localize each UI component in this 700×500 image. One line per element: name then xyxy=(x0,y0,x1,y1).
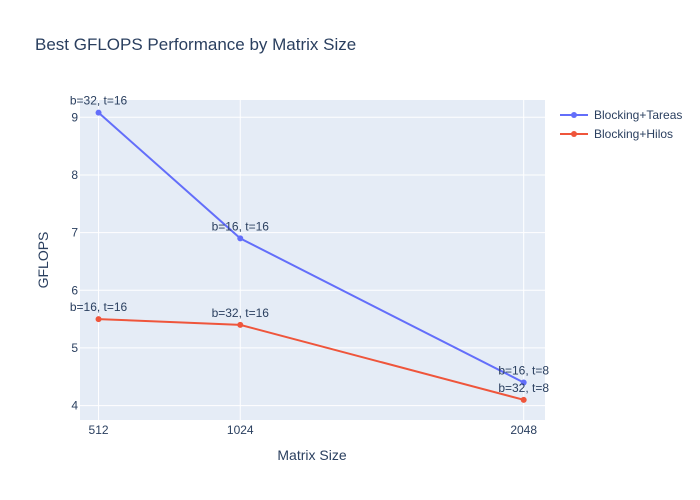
legend[interactable]: Blocking+Tareas Blocking+Hilos xyxy=(560,108,682,141)
data-point[interactable] xyxy=(237,235,244,242)
data-label: b=32, t=16 xyxy=(212,306,270,320)
x-tick-label: 1024 xyxy=(227,423,254,437)
legend-label[interactable]: Blocking+Tareas xyxy=(594,108,682,122)
y-tick-label: 4 xyxy=(71,399,78,413)
plot-area xyxy=(80,100,545,420)
x-tick-label: 512 xyxy=(89,423,109,437)
y-tick-label: 5 xyxy=(71,341,78,355)
legend-marker[interactable] xyxy=(571,112,577,118)
data-point[interactable] xyxy=(520,396,527,403)
legend-marker[interactable] xyxy=(571,131,577,137)
data-label: b=32, t=8 xyxy=(498,381,549,395)
x-tick-label: 2048 xyxy=(510,423,537,437)
chart-title: Best GFLOPS Performance by Matrix Size xyxy=(35,35,356,54)
y-tick-label: 9 xyxy=(71,110,78,124)
axis-ticks: 4 5 6 7 8 9 512 1024 2048 xyxy=(71,110,537,437)
y-tick-label: 7 xyxy=(71,226,78,240)
data-label: b=32, t=16 xyxy=(70,94,128,108)
data-point[interactable] xyxy=(520,379,527,386)
x-axis-title: Matrix Size xyxy=(277,447,346,463)
y-tick-label: 6 xyxy=(71,283,78,297)
data-label: b=16, t=16 xyxy=(212,219,270,233)
data-point[interactable] xyxy=(237,321,244,328)
data-point[interactable] xyxy=(95,316,102,323)
legend-label[interactable]: Blocking+Hilos xyxy=(594,127,673,141)
grid xyxy=(80,100,545,420)
data-label: b=16, t=16 xyxy=(70,300,128,314)
y-axis-title: GFLOPS xyxy=(35,232,51,289)
data-point[interactable] xyxy=(95,109,102,116)
data-labels: b=32, t=16 b=16, t=16 b=16, t=8 b=16, t=16 b… xyxy=(70,94,550,395)
data-label: b=16, t=8 xyxy=(498,364,549,378)
plot-series xyxy=(95,109,527,403)
y-tick-label: 8 xyxy=(71,168,78,182)
